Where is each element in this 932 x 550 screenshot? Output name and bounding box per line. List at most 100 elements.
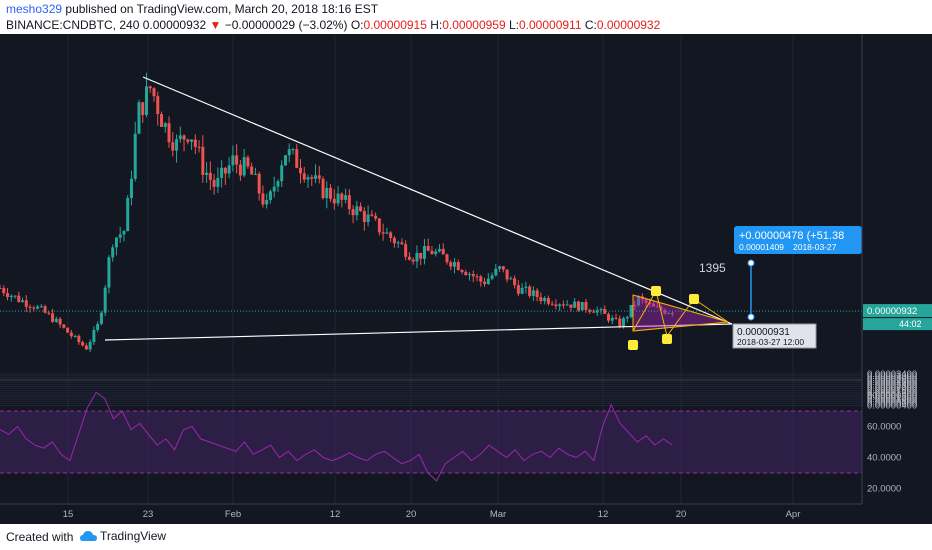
candle-body	[351, 209, 355, 216]
time-tick-label: 20	[676, 509, 687, 520]
candle-body	[171, 142, 175, 151]
candle-body	[246, 157, 250, 167]
price-tick-label: 0.00003400	[867, 369, 917, 380]
author-link[interactable]: mesho329	[6, 2, 63, 16]
candle-body	[573, 301, 577, 308]
candle-body	[483, 281, 487, 285]
candle-body	[114, 237, 118, 248]
candle-body	[362, 211, 366, 223]
countdown-badge	[863, 318, 932, 331]
candle-body	[528, 286, 532, 296]
pattern-point-marker	[651, 286, 661, 296]
price-value: 0.00000932	[142, 18, 207, 32]
candle-body	[546, 298, 550, 304]
candle-body	[576, 301, 580, 311]
candle-body	[160, 113, 164, 127]
rsi-tick-label: 40.0000	[867, 453, 901, 464]
candle-body	[419, 252, 423, 259]
candle-body	[197, 146, 201, 148]
candle-body	[633, 305, 637, 307]
candle-body	[298, 167, 302, 174]
tradingview-brand[interactable]: TradingView	[100, 529, 167, 543]
candle-body	[141, 102, 145, 115]
candle-body	[118, 234, 122, 238]
candle-body	[569, 304, 573, 308]
candle-body	[453, 262, 457, 267]
candle-body	[670, 313, 674, 315]
current-price-label: 0.00000932	[867, 306, 917, 317]
candle-body	[81, 342, 85, 346]
candle-body	[415, 252, 419, 262]
candle-body	[663, 310, 667, 314]
candle-body	[370, 214, 374, 216]
candle-body	[17, 295, 21, 302]
candle-body	[21, 300, 25, 302]
candle-body	[325, 187, 329, 199]
price-tick-label: 0.00001600	[867, 388, 917, 399]
candle-body	[220, 167, 224, 178]
candle-body	[231, 155, 235, 166]
candle-body	[287, 149, 291, 156]
candle-body	[268, 191, 272, 201]
candle-body	[407, 256, 411, 260]
candle-body	[531, 290, 535, 296]
candle-body	[295, 149, 299, 168]
candle-body	[167, 123, 171, 143]
candle-body	[336, 193, 340, 204]
candle-body	[32, 307, 36, 309]
candle-body	[62, 324, 66, 328]
candle-body	[588, 309, 592, 312]
candle-body	[193, 139, 197, 147]
candle-body	[291, 149, 295, 151]
candle-body	[599, 309, 603, 311]
candle-body	[329, 187, 333, 199]
candle-body	[156, 96, 160, 114]
candle-body	[381, 232, 385, 234]
open-value: 0.00000915	[363, 18, 427, 32]
candle-body	[77, 335, 81, 343]
candle-body	[24, 300, 28, 307]
candle-body	[28, 306, 32, 308]
candle-body	[520, 287, 524, 294]
candle-body	[36, 306, 40, 309]
candle-body	[283, 155, 287, 166]
price-tick-label: 0.00002600	[867, 377, 917, 388]
candle-body	[302, 173, 306, 180]
candle-body	[265, 200, 269, 205]
candle-body	[152, 88, 156, 97]
candle-body	[280, 165, 284, 182]
rsi-line	[0, 391, 673, 482]
bars-count-label: 1395	[699, 261, 726, 275]
candle-body	[471, 274, 475, 277]
chart-header: mesho329 published on TradingView.com, M…	[0, 0, 932, 34]
candle-body	[449, 262, 453, 267]
candle-body	[434, 251, 438, 255]
candle-body	[272, 186, 276, 192]
measure-price-text: 0.00001409	[739, 242, 784, 252]
price-tick-label: 0.00001200	[867, 392, 917, 403]
down-arrow-icon: ▼	[209, 18, 222, 32]
published-text: published on TradingView.com, March 20, …	[65, 2, 379, 16]
price-chart[interactable]: +0.00000478 (+51.380.00001409 2018-03-27 1…	[0, 34, 932, 524]
candle-body	[212, 179, 216, 187]
high-value: 0.00000959	[442, 18, 506, 32]
candle-body	[107, 257, 111, 288]
measure-label-box	[734, 226, 862, 254]
candle-body	[385, 232, 389, 234]
candle-body	[69, 332, 73, 337]
candle-body	[524, 286, 528, 288]
candle-body	[43, 306, 47, 313]
candle-body	[122, 231, 126, 235]
candle-body	[253, 173, 257, 175]
rsi-tick-label: 60.0000	[867, 422, 901, 433]
candle-body	[66, 327, 70, 333]
candle-body	[411, 259, 415, 262]
candle-body	[178, 135, 182, 140]
candle-body	[460, 270, 464, 273]
price-tick-label: 0.00002200	[867, 381, 917, 392]
measure-date-text: 2018-03-27	[793, 242, 837, 252]
publish-line: mesho329 published on TradingView.com, M…	[6, 2, 378, 16]
candle-body	[644, 299, 648, 304]
candle-body	[426, 245, 430, 251]
close-value: 0.00000932	[596, 18, 661, 32]
